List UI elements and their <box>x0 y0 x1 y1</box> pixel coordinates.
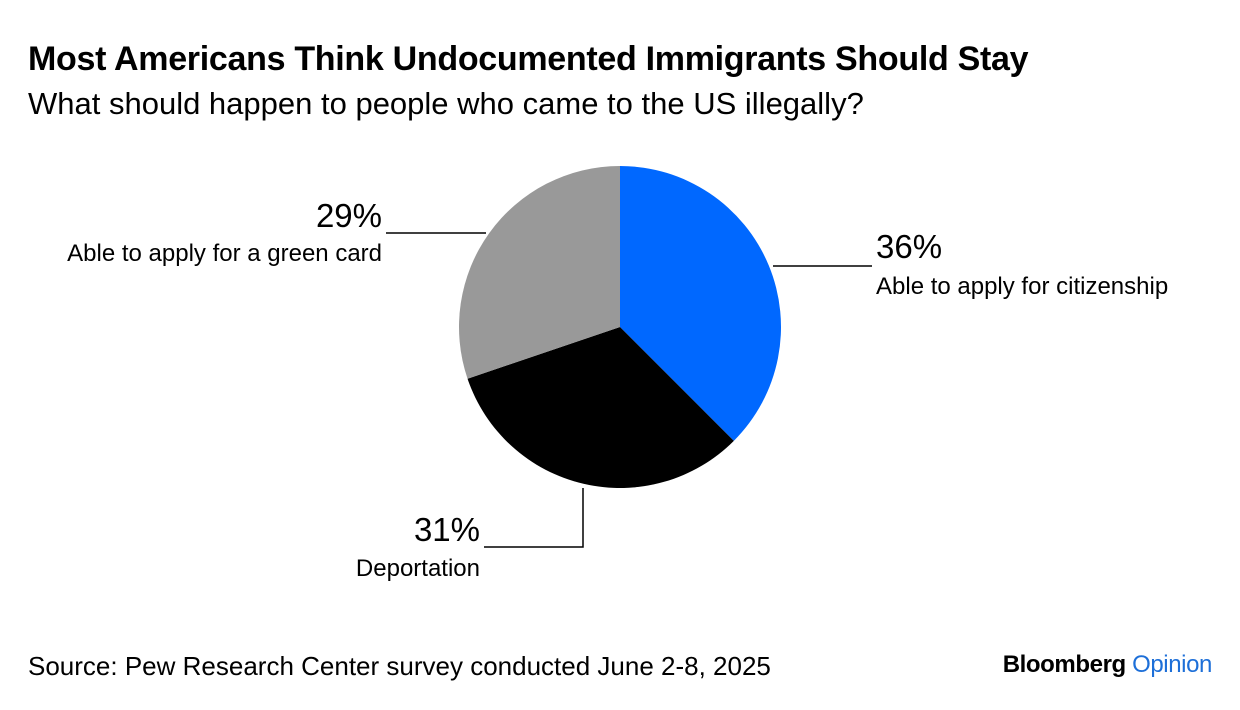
pie-slice-citizenship <box>620 166 781 441</box>
pie-slice-green-card <box>458 166 620 379</box>
leader-line-deportation <box>484 488 584 548</box>
brand-logo: Bloomberg Opinion <box>1002 651 1213 679</box>
pie-slice-deportation <box>467 327 734 488</box>
source-note: Source: Pew Research Center survey condu… <box>28 651 771 681</box>
slice-label-green-card: Able to apply for a green card <box>67 240 382 267</box>
brand-logo-sub: Opinion <box>1132 651 1212 678</box>
slice-label-deportation: Deportation <box>356 555 480 582</box>
chart-subtitle: What should happen to people who came to… <box>28 86 864 121</box>
brand-logo-main: Bloomberg <box>1002 651 1126 678</box>
pie-slices <box>458 166 781 488</box>
slice-value-citizenship: 36% <box>876 228 942 265</box>
chart-title: Most Americans Think Undocumented Immigr… <box>28 40 1029 78</box>
slice-label-citizenship: Able to apply for citizenship <box>876 273 1168 300</box>
slice-value-green-card: 29% <box>316 197 382 234</box>
slice-value-deportation: 31% <box>414 511 480 548</box>
